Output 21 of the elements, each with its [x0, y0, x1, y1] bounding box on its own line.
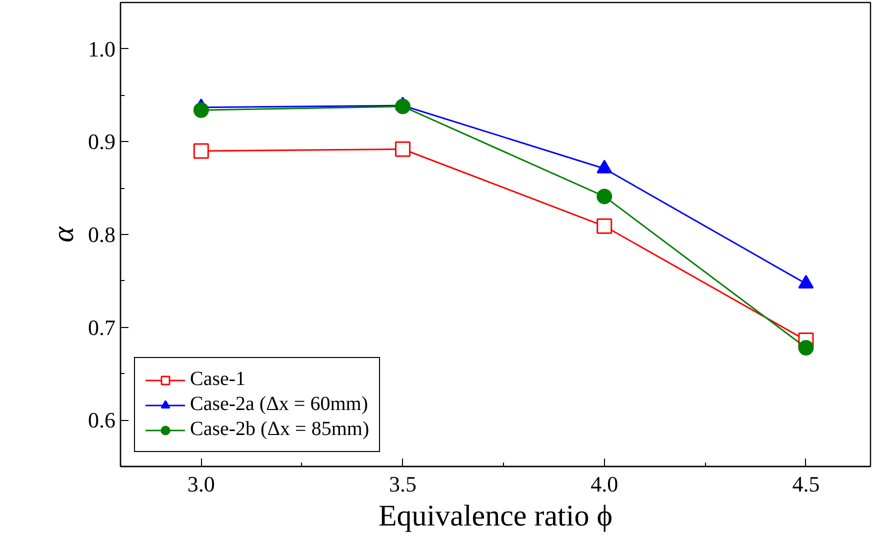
x-tick-label: 4.0	[590, 472, 618, 496]
legend-label: Case-2a (Δx = 60mm)	[190, 393, 368, 416]
x-tick-label: 3.5	[389, 472, 417, 496]
y-tick-label: 0.9	[88, 129, 116, 154]
point	[798, 340, 814, 356]
point	[193, 143, 209, 159]
legend-label: Case-2b (Δx = 85mm)	[190, 418, 370, 441]
legend-label: Case-1	[190, 368, 246, 391]
point	[395, 98, 411, 114]
y-tick-label: 0.8	[88, 222, 116, 247]
point	[596, 188, 612, 204]
point	[193, 102, 209, 118]
y-tick-label: 1.0	[88, 36, 116, 62]
y-tick-label: 0.7	[88, 314, 116, 340]
x-axis-title: Equivalence ratio ϕ	[378, 500, 613, 532]
y-tick-label: 0.6	[88, 408, 116, 433]
x-tick-label: 3.0	[187, 472, 215, 496]
point	[395, 141, 411, 157]
y-axis-title: α	[47, 225, 80, 242]
x-tick-label: 4.5	[792, 472, 820, 496]
point	[596, 218, 612, 234]
